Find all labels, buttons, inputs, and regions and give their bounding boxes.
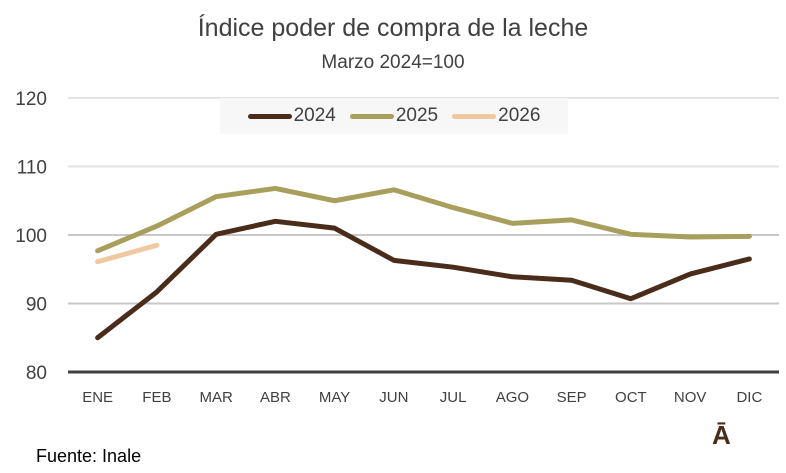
legend-swatch-2026 [452,113,497,119]
chart-subtitle: Marzo 2024=100 [321,52,465,73]
legend-label-2024: 2024 [293,105,336,126]
x-tick-label: MAR [199,389,233,406]
y-axis-ticks: 80 90 100 110 120 [15,89,47,384]
x-tick-label: FEB [142,389,171,406]
logo-icon: Ā [712,420,731,450]
series-line-2025 [95,185,752,254]
x-tick-label: ENE [82,389,113,406]
series-line-2024 [95,218,752,341]
x-axis-ticks: ENE FEB MAR ABR MAY JUN JUL AGO SEP OCT NOV DIC [82,389,762,406]
legend: 2024 2025 2026 [220,98,568,134]
source-note: Fuente: Inale [36,446,142,466]
legend-swatch-2024 [247,113,292,119]
x-tick-label: JUN [379,389,408,406]
x-tick-label: DIC [736,389,762,406]
x-tick-label: OCT [615,389,647,406]
x-tick-label: JUL [440,389,467,406]
x-tick-label: MAY [319,389,350,406]
x-tick-label: SEP [557,389,587,406]
y-tick-label: 100 [15,226,47,247]
legend-label-2025: 2025 [395,105,439,126]
chart-title: Índice poder de compra de la leche [197,14,589,42]
x-tick-label: ABR [260,389,291,406]
y-tick-label: 80 [26,363,47,384]
legend-item-2026[interactable]: 2026 [452,105,540,127]
y-tick-label: 90 [26,295,47,316]
legend-item-2025[interactable]: 2025 [349,105,439,127]
series-lines [95,185,752,341]
series-line-2026 [95,242,160,265]
y-tick-label: 110 [17,158,47,179]
legend-label-2026: 2026 [498,105,541,126]
x-tick-label: AGO [496,389,529,406]
y-tick-label: 120 [15,89,47,110]
legend-item-2024[interactable]: 2024 [247,105,336,127]
legend-swatch-2025 [349,113,394,119]
x-tick-label: NOV [674,389,707,406]
